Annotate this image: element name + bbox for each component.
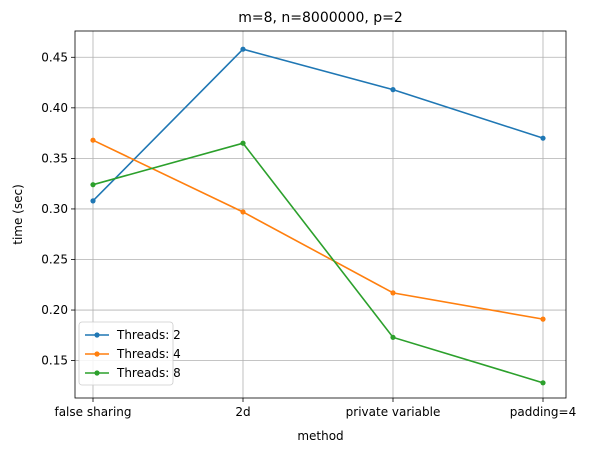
legend: Threads: 2 Threads: 4 Threads: 8	[78, 321, 181, 386]
y-tick-label: 0.15	[41, 354, 68, 368]
data-point	[540, 135, 546, 141]
series-line	[92, 139, 544, 320]
legend-label: Threads: 2	[116, 328, 181, 342]
x-tick-label: private variable	[346, 405, 441, 419]
x-axis-title: method	[297, 429, 343, 443]
legend-swatch-marker	[94, 332, 100, 338]
data-point	[390, 290, 396, 296]
legend-box	[78, 321, 174, 386]
plot-frame	[74, 30, 567, 399]
y-tick-label: 0.45	[41, 50, 68, 64]
legend-swatch-marker	[94, 351, 100, 357]
data-point	[240, 209, 246, 215]
y-tick-label: 0.25	[41, 252, 68, 266]
data-point	[390, 87, 396, 93]
series-threads-4	[90, 137, 546, 322]
series-line	[92, 142, 544, 384]
series-layer	[90, 46, 546, 386]
data-point	[240, 140, 246, 146]
data-point	[390, 334, 396, 340]
legend-swatch-marker	[94, 370, 100, 376]
data-point	[540, 316, 546, 322]
data-point	[240, 46, 246, 52]
x-tick-label: 2d	[235, 405, 250, 419]
series-line	[92, 48, 544, 202]
data-point	[90, 198, 96, 204]
chart-title: m=8, n=8000000, p=2	[238, 10, 403, 26]
series-threads-8	[90, 140, 546, 386]
data-point	[90, 137, 96, 143]
y-tick-label: 0.30	[41, 202, 68, 216]
series-threads-2	[90, 46, 546, 204]
x-tick-label: false sharing	[54, 405, 131, 419]
data-point	[540, 380, 546, 386]
y-tick-label: 0.35	[41, 151, 68, 165]
y-axis: 0.15 0.20 0.25 0.30 0.35 0.40 0.45	[41, 50, 75, 368]
legend-label: Threads: 4	[116, 347, 181, 361]
y-tick-label: 0.20	[41, 303, 68, 317]
data-point	[90, 182, 96, 188]
x-axis: false sharing 2d private variable padding=4	[54, 398, 576, 419]
legend-label: Threads: 8	[116, 366, 181, 380]
y-tick-label: 0.40	[41, 101, 68, 115]
x-tick-label: padding=4	[510, 405, 576, 419]
y-axis-title: time (sec)	[11, 184, 25, 245]
